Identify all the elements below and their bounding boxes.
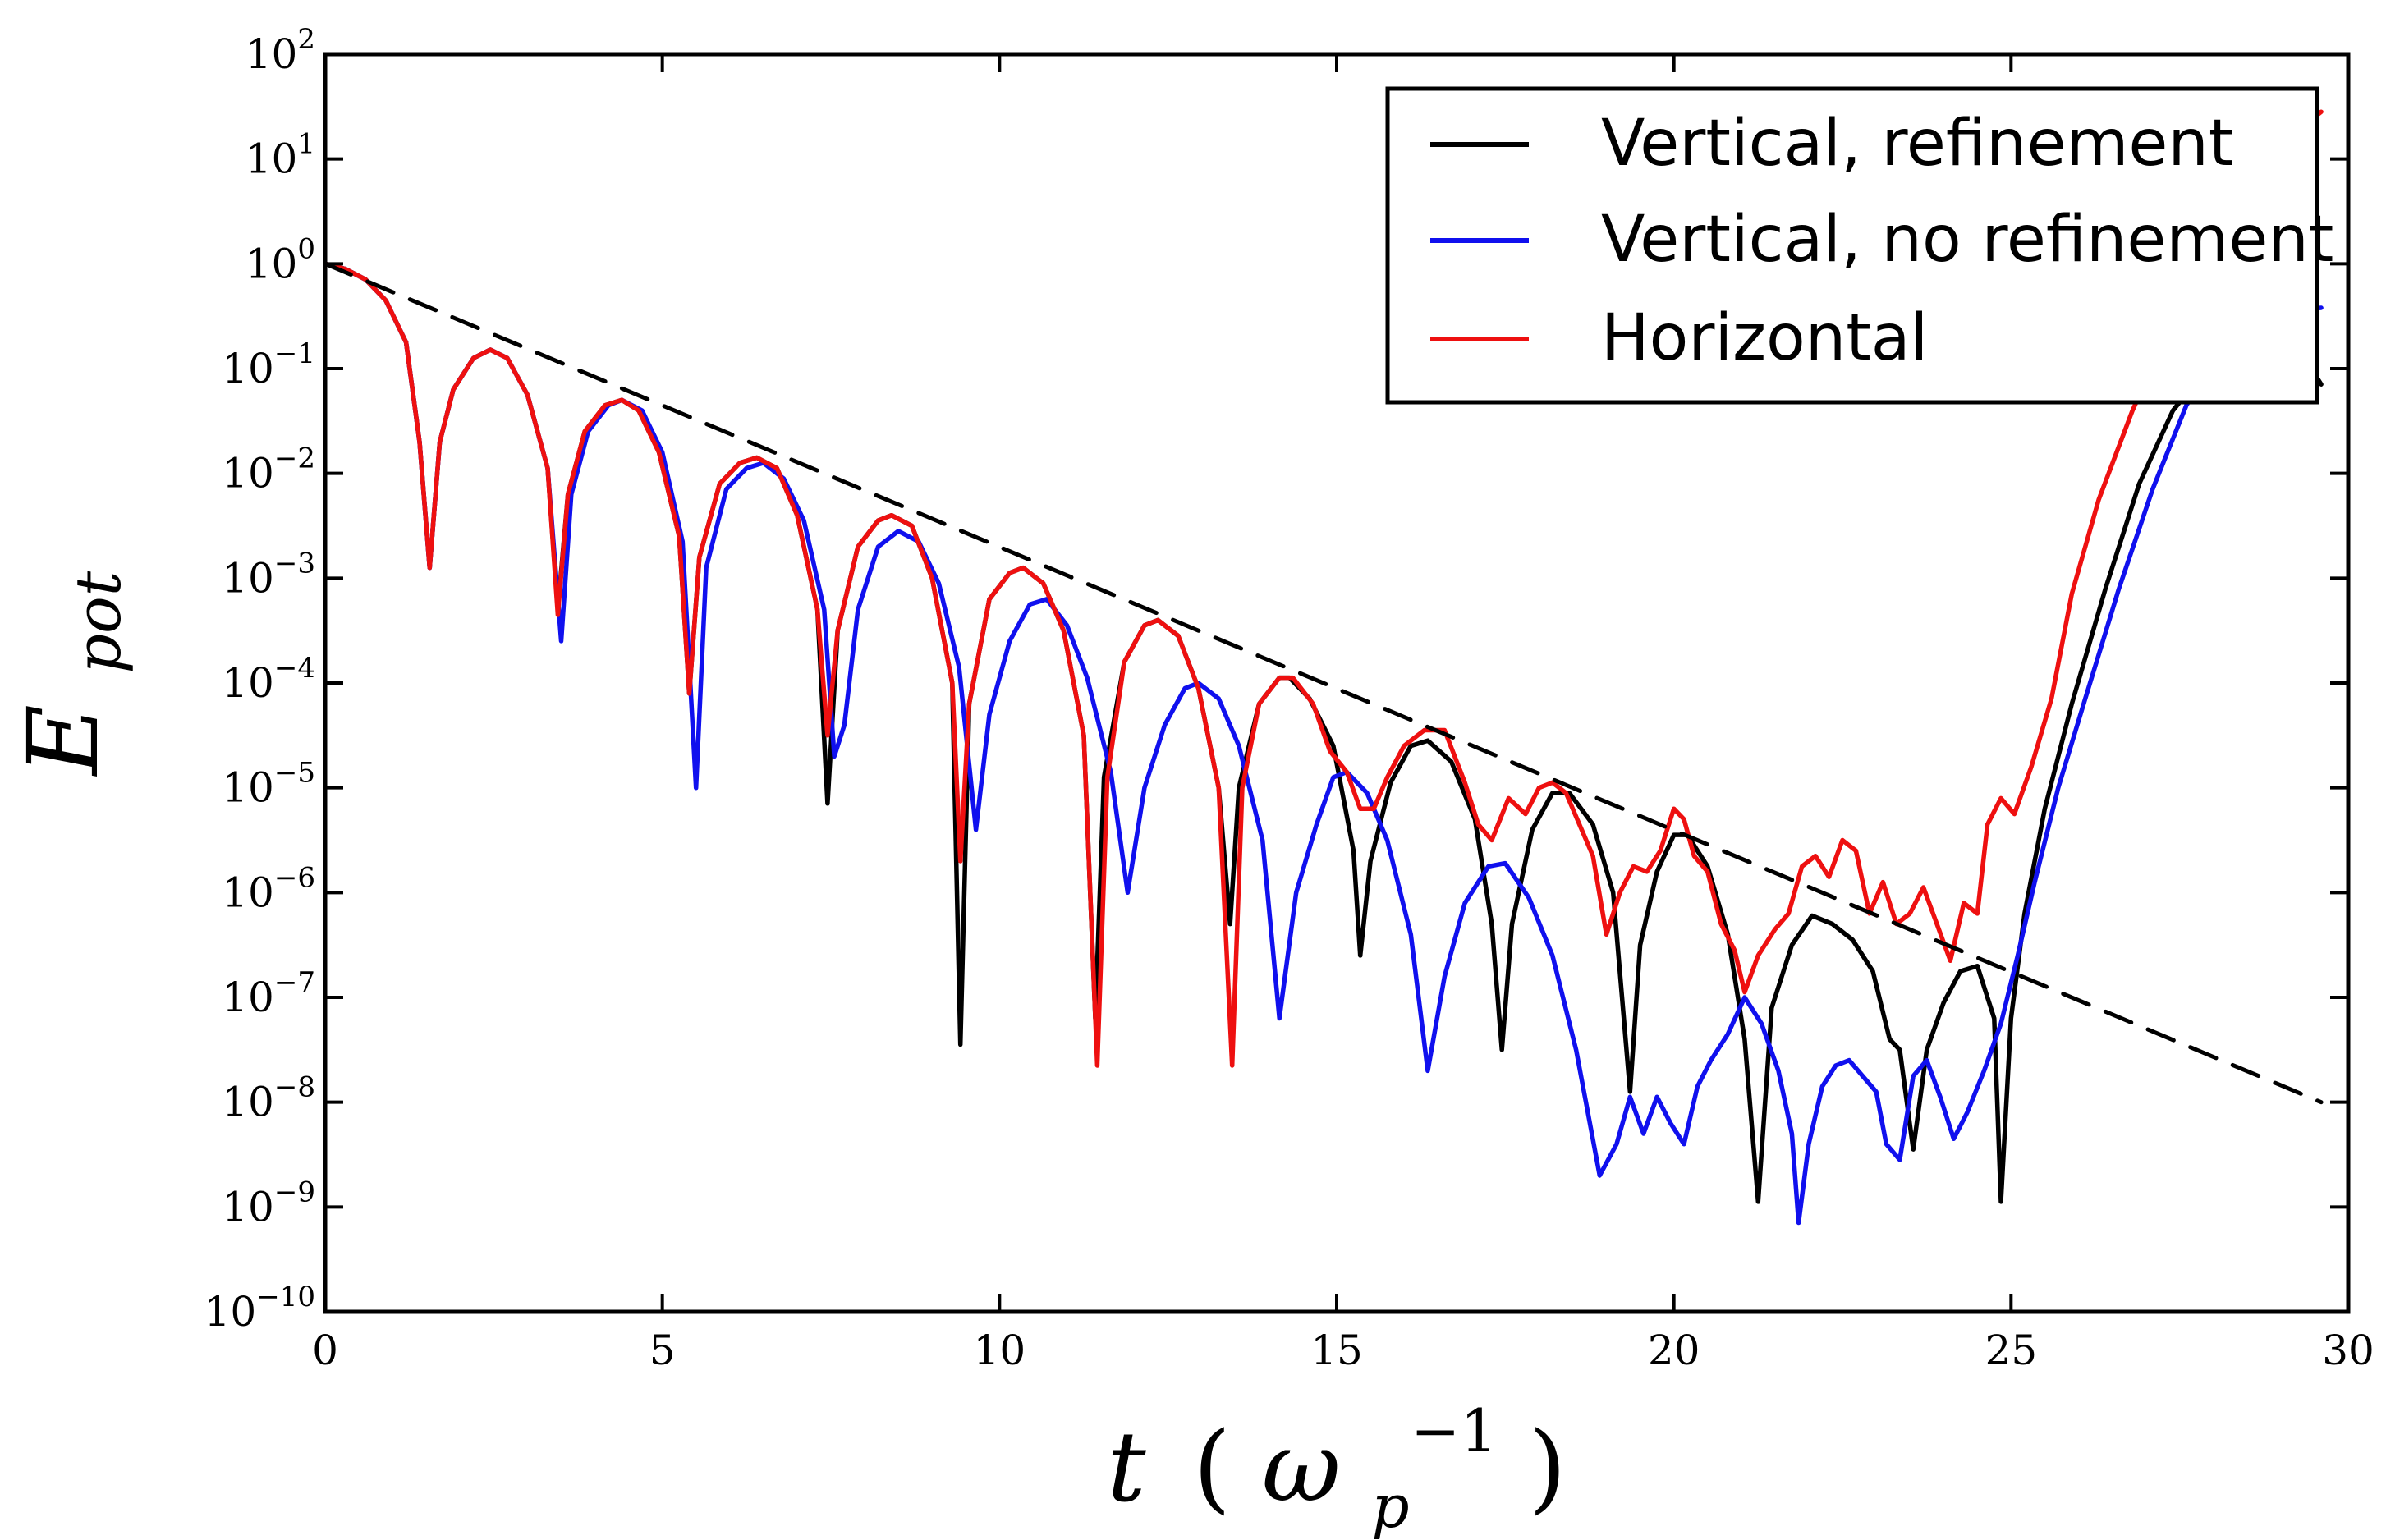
x-axis-symbol: t <box>1107 1410 1146 1524</box>
legend-box <box>1385 86 2319 405</box>
ticks-layer: 0 5 10 15 20 25 3010−1010−910−810−710−610−510−… <box>204 23 2375 1374</box>
x-tick-label: 25 <box>1985 1327 2038 1374</box>
y-tick-label: 10−3 <box>222 547 315 602</box>
x-axis-open-paren: ( <box>1193 1410 1231 1524</box>
y-tick-base: 10 <box>245 135 298 183</box>
x-tick-label: 15 <box>1310 1327 1363 1374</box>
y-tick-label: 10−5 <box>222 757 315 812</box>
legend-label-horizontal: Horizontal <box>1601 301 1928 375</box>
y-tick-base: 10 <box>222 345 274 392</box>
y-axis-title: E pot <box>7 571 135 777</box>
x-axis-close-paren: ) <box>1529 1410 1567 1524</box>
x-axis-omega-superscript: −1 <box>1411 1396 1498 1465</box>
y-tick-exponent: 2 <box>297 23 315 56</box>
y-tick-base: 10 <box>222 1183 274 1231</box>
x-tick-label: 0 <box>312 1327 338 1374</box>
y-tick-exponent: −4 <box>274 652 315 685</box>
y-tick-label: 102 <box>245 23 315 78</box>
y-tick-base: 10 <box>222 869 274 916</box>
y-tick-exponent: 0 <box>297 232 315 265</box>
y-tick-exponent: 1 <box>297 128 315 161</box>
y-tick-exponent: −8 <box>274 1071 315 1104</box>
series-layer <box>325 109 2324 1226</box>
y-tick-label: 10−6 <box>222 861 315 916</box>
y-axis-symbol: E <box>7 704 120 777</box>
y-tick-label: 10−4 <box>222 652 315 707</box>
y-tick-exponent: −10 <box>256 1281 315 1313</box>
y-tick-exponent: −5 <box>274 757 315 790</box>
x-tick-label: 5 <box>649 1327 676 1374</box>
y-tick-base: 10 <box>245 240 298 287</box>
y-tick-base: 10 <box>245 30 298 78</box>
y-tick-exponent: −2 <box>274 442 315 475</box>
x-tick-label: 30 <box>2322 1327 2375 1374</box>
y-tick-exponent: −3 <box>274 547 315 580</box>
y-tick-exponent: −9 <box>274 1176 315 1208</box>
x-tick-label: 10 <box>974 1327 1026 1374</box>
y-tick-exponent: −6 <box>274 861 315 894</box>
y-tick-base: 10 <box>222 764 274 812</box>
y-tick-label: 100 <box>245 232 315 287</box>
y-tick-label: 10−10 <box>204 1281 315 1336</box>
x-axis-omega: ω <box>1262 1410 1341 1524</box>
y-tick-base: 10 <box>222 659 274 707</box>
legend: Vertical, refinement Vertical, no refine… <box>1385 86 2333 405</box>
series-line-fit <box>325 261 2324 1105</box>
x-axis-title: t ( ω p −1 ) <box>1107 1361 1567 1540</box>
legend-label-vertical-refinement: Vertical, refinement <box>1601 107 2233 181</box>
y-tick-base: 10 <box>222 450 274 497</box>
y-tick-label: 10−2 <box>222 442 315 497</box>
y-tick-exponent: −1 <box>274 337 315 370</box>
y-tick-label: 101 <box>245 128 315 183</box>
y-tick-label: 10−1 <box>222 337 315 392</box>
legend-label-vertical-no-refinement: Vertical, no refinement <box>1601 203 2333 277</box>
y-tick-base: 10 <box>222 974 274 1021</box>
y-tick-label: 10−7 <box>222 966 315 1021</box>
y-tick-label: 10−9 <box>222 1176 315 1231</box>
y-tick-base: 10 <box>204 1288 257 1336</box>
y-tick-exponent: −7 <box>274 966 315 999</box>
y-axis-subscript: pot <box>62 571 135 673</box>
y-tick-label: 10−8 <box>222 1071 315 1126</box>
y-tick-base: 10 <box>222 554 274 602</box>
x-axis-omega-subscript: p <box>1371 1472 1409 1540</box>
y-tick-base: 10 <box>222 1079 274 1126</box>
x-tick-label: 20 <box>1648 1327 1700 1374</box>
